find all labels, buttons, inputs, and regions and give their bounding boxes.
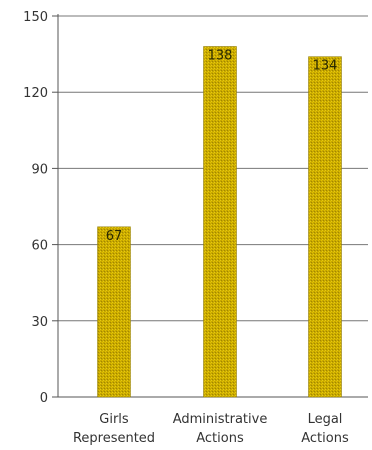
- bar-1: [203, 46, 237, 398]
- data-label: 138: [208, 48, 233, 63]
- category-label: Girls: [99, 412, 129, 427]
- category-label: Administrative: [173, 412, 268, 427]
- y-tick-label: 0: [40, 391, 48, 406]
- y-tick-label: 150: [23, 10, 48, 25]
- y-tick-label: 60: [31, 239, 48, 254]
- bar-0: [97, 226, 131, 398]
- bars: [97, 46, 342, 398]
- y-tick-label: 120: [23, 86, 48, 101]
- bar-2: [308, 56, 342, 398]
- y-tick-label: 90: [31, 162, 48, 177]
- category-label: Actions: [196, 431, 244, 446]
- category-label: Represented: [73, 431, 155, 446]
- data-label: 67: [106, 229, 123, 244]
- category-label: Actions: [301, 431, 349, 446]
- labels: 0 30 60 90 120 150 67 Girls Represented 138 Admini…: [23, 10, 349, 446]
- category-label: Legal: [308, 412, 343, 427]
- data-label: 134: [313, 59, 338, 74]
- y-tick-label: 30: [31, 315, 48, 330]
